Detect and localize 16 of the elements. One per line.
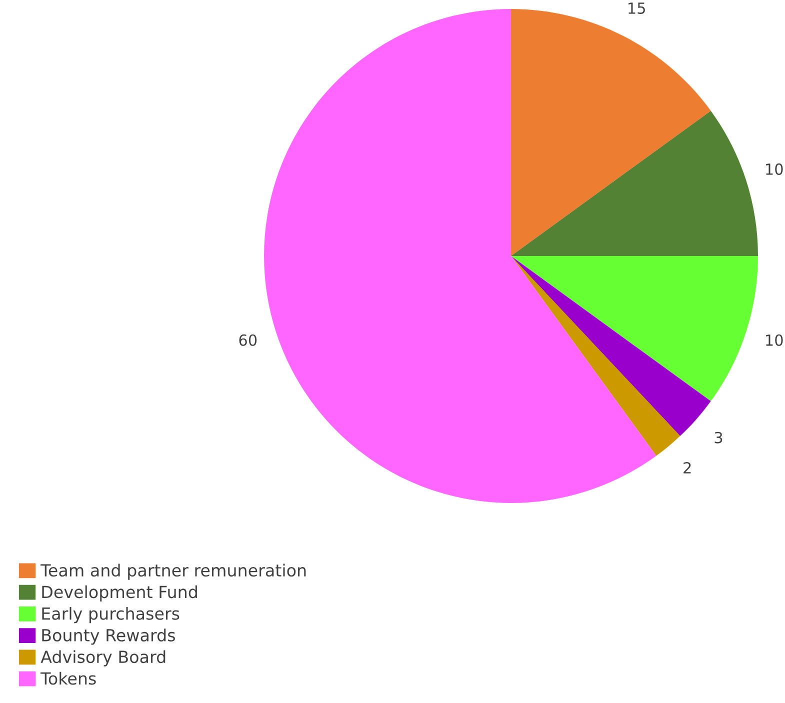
data-label: 10 bbox=[766, 334, 783, 346]
data-label: 10 bbox=[766, 163, 783, 175]
legend-label: Tokens bbox=[40, 672, 96, 685]
pie-slice bbox=[511, 256, 711, 436]
data-label: 3 bbox=[714, 432, 722, 444]
legend-label: Team and partner remuneration bbox=[40, 564, 306, 580]
data-label: 60 bbox=[239, 334, 257, 346]
pie-slice bbox=[511, 110, 758, 256]
legend-label: Early purchasers bbox=[42, 606, 180, 624]
data-label: 2 bbox=[684, 462, 691, 474]
data-label: 15 bbox=[628, 2, 645, 14]
legend-label: Advisory Board bbox=[40, 650, 166, 666]
pie-slice bbox=[511, 256, 680, 456]
pie-slice bbox=[511, 256, 758, 402]
legend-label: Bounty Rewards bbox=[42, 628, 175, 645]
legend-label: Development Fund bbox=[42, 585, 197, 602]
